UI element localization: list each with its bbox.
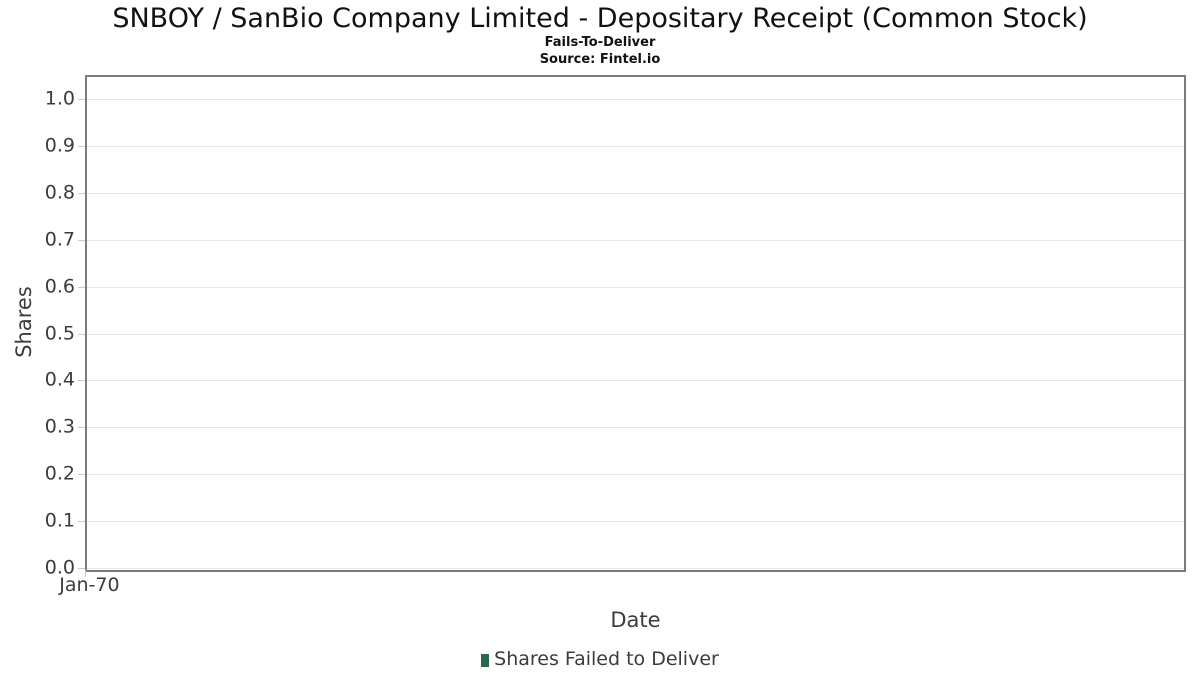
y-axis-tick — [78, 427, 85, 429]
y-axis-title: Shares — [12, 286, 36, 358]
x-axis-tick — [85, 570, 86, 577]
legend-marker-swatch — [481, 653, 490, 667]
y-gridline — [87, 427, 1184, 429]
y-axis-tick — [78, 568, 85, 569]
y-axis-tick — [78, 145, 85, 147]
y-gridline — [87, 239, 1184, 241]
plot-area: Jan-70 0.0 0.1 0.2 0.3 0.4 0.5 0.6 0.7 0.8 0.9 1.0 — [45, 75, 1186, 596]
y-gridline — [87, 99, 1184, 100]
x-axis-title: Date — [610, 608, 661, 632]
chart-subtitle: Fails-To-Deliver — [544, 35, 656, 50]
y-tick-label: 0.5 — [44, 322, 75, 345]
legend: Shares Failed to Deliver — [0, 648, 1200, 670]
y-axis-tick — [78, 474, 85, 476]
y-axis-tick — [78, 99, 85, 100]
y-tick-label: 0.4 — [44, 368, 75, 391]
y-gridline — [87, 286, 1184, 288]
y-tick-label: 0.6 — [44, 275, 75, 298]
y-axis-tick — [78, 333, 85, 335]
y-gridline — [87, 380, 1184, 382]
y-axis-tick — [78, 380, 85, 382]
y-tick-label: 0.0 — [44, 556, 75, 579]
x-tick-label: Jan-70 — [59, 574, 120, 596]
y-tick-label: 0.9 — [44, 134, 75, 157]
y-axis-tick — [78, 521, 85, 523]
y-axis-tick — [78, 239, 85, 241]
y-axis-tick — [78, 286, 85, 288]
chart-title: SNBOY / SanBio Company Limited - Deposit… — [112, 3, 1088, 34]
y-tick-label: 0.7 — [44, 228, 75, 251]
y-tick-label: 0.1 — [44, 509, 75, 532]
y-tick-label: 0.3 — [44, 415, 75, 438]
y-gridline — [87, 521, 1184, 523]
y-tick-label: 0.8 — [44, 181, 75, 204]
chart-source-label: Source: Fintel.io — [539, 52, 661, 67]
y-gridline — [87, 145, 1184, 147]
y-tick-label: 0.2 — [44, 462, 75, 485]
y-gridline — [87, 192, 1184, 194]
y-gridline — [87, 333, 1184, 335]
y-gridline — [87, 568, 1184, 569]
y-gridline — [87, 474, 1184, 476]
y-tick-label: 1.0 — [44, 87, 75, 110]
legend-label: Shares Failed to Deliver — [494, 648, 719, 670]
y-axis-tick — [78, 192, 85, 194]
